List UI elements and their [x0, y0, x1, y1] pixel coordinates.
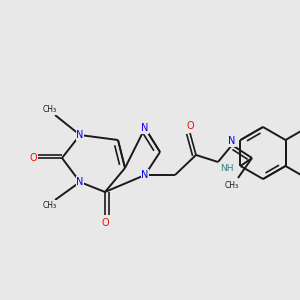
- Text: NH: NH: [220, 164, 233, 173]
- Text: O: O: [101, 218, 109, 228]
- Text: N: N: [141, 170, 149, 180]
- Text: N: N: [76, 177, 84, 187]
- Text: N: N: [76, 130, 84, 140]
- Text: N: N: [228, 136, 236, 146]
- Text: CH₃: CH₃: [225, 181, 239, 190]
- Text: CH₃: CH₃: [43, 106, 57, 115]
- Text: CH₃: CH₃: [43, 200, 57, 209]
- Text: O: O: [29, 153, 37, 163]
- Text: N: N: [141, 123, 149, 133]
- Text: O: O: [186, 121, 194, 131]
